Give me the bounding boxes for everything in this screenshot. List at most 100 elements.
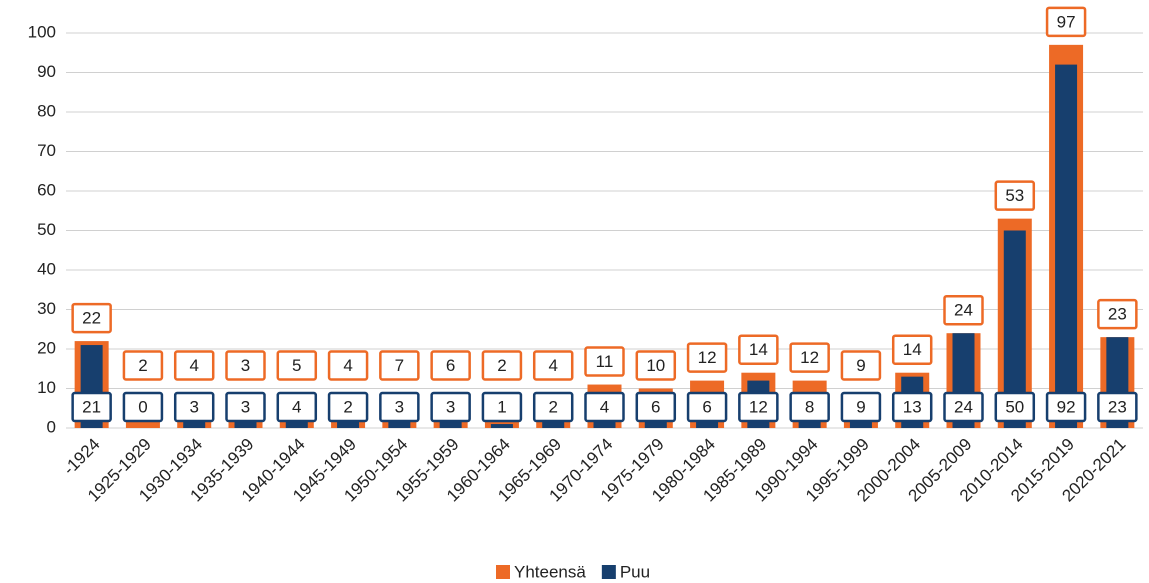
y-tick-label: 70 — [37, 141, 56, 160]
data-label: 12 — [698, 348, 717, 367]
data-label-box — [686, 391, 728, 423]
data-label-box — [276, 391, 318, 423]
data-label-box — [891, 334, 933, 365]
data-label-box — [635, 391, 677, 423]
data-label-box — [1097, 391, 1138, 423]
bar — [1055, 64, 1078, 428]
data-label: 13 — [903, 397, 922, 416]
data-label: 97 — [1057, 12, 1076, 31]
data-label-box — [994, 391, 1036, 423]
data-label: 12 — [749, 397, 768, 416]
data-label: 6 — [702, 397, 711, 416]
data-label: 4 — [292, 397, 301, 416]
data-label-box — [840, 391, 882, 423]
y-tick-label: 100 — [28, 22, 56, 41]
data-label-box — [173, 391, 215, 423]
bar — [490, 424, 513, 428]
bar — [125, 420, 160, 428]
data-label-box — [71, 302, 112, 334]
data-label: 2 — [138, 356, 147, 375]
data-label: 4 — [600, 397, 609, 416]
y-tick-label: 60 — [37, 180, 56, 199]
data-label-box — [122, 391, 164, 423]
data-label: 24 — [954, 301, 973, 320]
data-label: 22 — [82, 309, 101, 328]
data-label: 53 — [1005, 186, 1024, 205]
data-label-box — [430, 391, 471, 423]
data-label: 14 — [903, 340, 922, 359]
data-label: 23 — [1108, 305, 1127, 324]
data-label-box — [1045, 6, 1087, 38]
data-label-box — [994, 180, 1036, 211]
data-label-box — [891, 391, 933, 423]
data-label-box — [789, 342, 830, 373]
data-label: 3 — [241, 397, 250, 416]
legend-swatch — [496, 565, 510, 579]
y-tick-label: 50 — [37, 220, 56, 239]
data-label-box — [173, 350, 215, 381]
y-tick-label: 90 — [37, 62, 56, 81]
data-label-box — [789, 391, 830, 423]
x-tick-label: -1924 — [59, 435, 103, 479]
data-label: 9 — [856, 397, 865, 416]
data-label-box — [481, 391, 523, 423]
data-label: 21 — [82, 397, 101, 416]
data-label-box — [276, 350, 318, 381]
data-label: 2 — [497, 356, 506, 375]
data-label-box — [71, 391, 112, 423]
data-label-box — [584, 391, 625, 423]
bar — [1003, 230, 1026, 428]
legend-label: Puu — [620, 562, 650, 581]
y-tick-label: 80 — [37, 101, 56, 120]
data-label-box — [379, 391, 420, 423]
data-label-box — [122, 350, 164, 381]
data-label-box — [379, 350, 420, 381]
data-label-box — [840, 350, 882, 381]
data-label-box — [584, 346, 625, 377]
data-label: 4 — [189, 356, 198, 375]
data-label: 24 — [954, 397, 973, 416]
data-label: 23 — [1108, 397, 1127, 416]
data-label-box — [686, 342, 728, 373]
data-label-box — [738, 334, 779, 365]
data-label-box — [327, 391, 369, 423]
legend-label: Yhteensä — [514, 562, 586, 581]
y-tick-label: 30 — [37, 299, 56, 318]
data-label: 1 — [497, 397, 506, 416]
data-label-box — [327, 350, 369, 381]
data-label: 11 — [596, 352, 614, 371]
data-label: 3 — [446, 397, 455, 416]
data-label-box — [532, 391, 574, 423]
data-label: 2 — [548, 397, 557, 416]
data-label: 4 — [343, 356, 352, 375]
data-label: 9 — [856, 356, 865, 375]
data-label: 50 — [1005, 397, 1024, 416]
y-tick-label: 20 — [37, 338, 56, 357]
data-label-box — [225, 350, 266, 381]
data-label: 10 — [646, 356, 665, 375]
data-label-box — [225, 391, 266, 423]
y-tick-label: 10 — [37, 378, 56, 397]
data-label: 3 — [395, 397, 404, 416]
data-label-box — [1045, 391, 1087, 423]
data-label: 6 — [651, 397, 660, 416]
y-tick-label: 0 — [47, 417, 56, 436]
data-label-box — [738, 391, 779, 423]
data-label-box — [430, 350, 471, 381]
bar — [542, 420, 565, 428]
data-label: 14 — [749, 340, 768, 359]
data-label-box — [1097, 298, 1138, 330]
data-label: 12 — [800, 348, 819, 367]
data-label: 0 — [138, 397, 147, 416]
data-label: 92 — [1057, 397, 1076, 416]
data-label-box — [943, 391, 984, 423]
data-label: 7 — [395, 356, 404, 375]
data-label-box — [635, 350, 677, 381]
bar — [337, 420, 360, 428]
data-label: 8 — [805, 397, 814, 416]
legend-swatch — [601, 565, 616, 579]
data-label: 3 — [189, 397, 198, 416]
data-label: 2 — [343, 397, 352, 416]
y-tick-label: 40 — [37, 259, 56, 278]
